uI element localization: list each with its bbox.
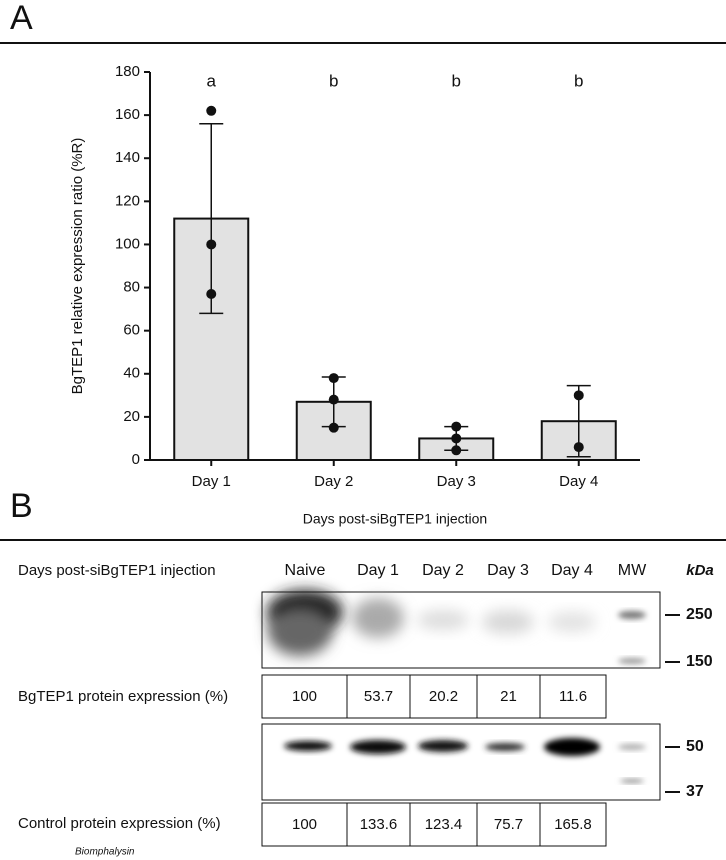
y-tick-label: 140 [115, 149, 140, 166]
table-value: 21 [500, 688, 517, 705]
error-bar [199, 122, 224, 315]
table-value: 11.6 [559, 688, 587, 705]
annotation: b [574, 71, 583, 90]
data-point [206, 239, 217, 250]
table-value: 100 [292, 688, 317, 705]
y-tick-label: 120 [115, 192, 140, 209]
x-tick-label: Day 4 [559, 473, 598, 490]
row-label: Control protein expression (%) [18, 815, 221, 832]
marker-label: 250 [686, 606, 713, 623]
marker-label: 37 [686, 783, 704, 800]
lane-label: Day 1 [357, 562, 399, 579]
bar [173, 217, 250, 461]
x-tick-label: Day 3 [437, 473, 476, 490]
data-point [573, 442, 584, 453]
row-label: BgTEP1 protein expression (%) [18, 688, 228, 705]
panel-label: A [10, 0, 33, 37]
marker-label: 150 [686, 653, 713, 670]
table-value: 133.6 [360, 816, 398, 833]
annotation: a [207, 71, 217, 90]
lane-label: Naive [285, 562, 326, 579]
unit-label: kDa [686, 562, 714, 579]
y-tick-label: 160 [115, 106, 140, 123]
y-tick-label: 180 [115, 63, 140, 80]
data-point [328, 394, 339, 405]
table-cell [539, 674, 607, 719]
blot-image [261, 590, 661, 801]
data-point [451, 445, 462, 456]
panel-label: B [10, 487, 33, 525]
y-tick-label: 20 [123, 408, 140, 425]
y-tick-label: 100 [115, 235, 140, 252]
y-tick-label: 40 [123, 365, 140, 382]
table-value: 165.8 [554, 816, 592, 833]
data-point [451, 421, 462, 432]
lane-label: Day 4 [551, 562, 593, 579]
y-tick-label: 0 [132, 451, 140, 468]
y-axis-title: BgTEP1 relative expression ratio (%R) [69, 138, 86, 395]
table-value: 123.4 [425, 816, 463, 833]
data-point [328, 373, 339, 384]
x-tick-label: Day 1 [192, 473, 231, 490]
annotation: b [452, 71, 461, 90]
row-header: Days post-siBgTEP1 injection [18, 562, 216, 579]
marker-label: 50 [686, 738, 704, 755]
lane-label: Day 3 [487, 562, 529, 579]
data-point [206, 289, 217, 300]
table-value: 75.7 [494, 816, 523, 833]
table-value: 53.7 [364, 688, 393, 705]
annotation: b [329, 71, 338, 90]
x-tick-label: Day 2 [314, 473, 353, 490]
note: Biomphalysin [75, 847, 135, 858]
x-axis-title: Days post-siBgTEP1 injection [303, 511, 487, 527]
lane-label: MW [618, 562, 647, 579]
data-point [451, 433, 462, 444]
data-point [328, 422, 339, 433]
data-point [573, 390, 584, 401]
y-tick-label: 60 [123, 322, 140, 339]
lane-label: Day 2 [422, 562, 464, 579]
y-tick-label: 80 [123, 279, 140, 296]
data-point [206, 105, 217, 116]
table-value: 100 [292, 816, 317, 833]
table-cell [539, 802, 607, 847]
table-value: 20.2 [429, 688, 458, 705]
